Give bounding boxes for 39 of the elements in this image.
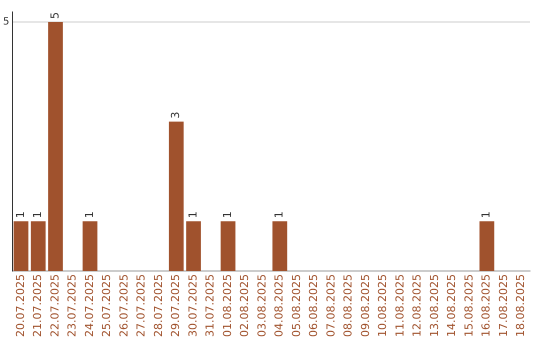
x-tick-label: 01.08.2025 [220, 274, 234, 338]
data-label: 1 [14, 211, 27, 218]
x-tick-label: 17.08.2025 [496, 274, 510, 338]
x-tick-label: 04.08.2025 [272, 274, 286, 338]
x-tick-label: 15.08.2025 [462, 274, 476, 338]
x-tick-label: 12.08.2025 [410, 274, 424, 338]
x-tick-label: 10.08.2025 [376, 274, 390, 338]
x-tick-label: 27.07.2025 [134, 274, 148, 338]
data-label: 3 [169, 112, 182, 119]
x-tick-label: 13.08.2025 [428, 274, 441, 338]
x-tick-label: 30.07.2025 [186, 274, 200, 338]
x-tick-label: 26.07.2025 [117, 274, 130, 338]
x-tick-label: 31.07.2025 [204, 274, 217, 338]
x-tick-label: 22.07.2025 [48, 274, 62, 338]
x-tick-label: 21.07.2025 [31, 274, 44, 338]
x-tick-label: 20.07.2025 [14, 274, 27, 338]
x-tick-label: 23.07.2025 [66, 274, 79, 338]
x-tick-label: 18.08.2025 [514, 274, 528, 338]
x-tick-label: 08.08.2025 [342, 274, 355, 338]
x-tick-label: 24.07.2025 [82, 274, 96, 338]
x-tick-label: 06.08.2025 [307, 274, 320, 338]
data-label: 1 [186, 211, 200, 218]
x-tick-label: 03.08.2025 [255, 274, 268, 338]
x-tick-label: 09.08.2025 [358, 274, 372, 338]
x-tick-label: 07.08.2025 [324, 274, 338, 338]
x-tick-label: 29.07.2025 [169, 274, 182, 338]
data-label: 1 [272, 211, 286, 218]
data-label: 1 [31, 211, 44, 218]
x-tick-label: 25.07.2025 [100, 274, 114, 338]
x-tick-label: 02.08.2025 [238, 274, 252, 338]
data-label: 1 [220, 211, 234, 218]
data-label: 5 [48, 12, 62, 19]
x-tick-label: 11.08.2025 [393, 274, 406, 338]
data-label: 1 [82, 211, 96, 218]
x-tick-label: 16.08.2025 [480, 274, 493, 338]
x-tick-label: 05.08.2025 [290, 274, 303, 338]
data-label: 1 [480, 211, 493, 218]
x-tick-label: 28.07.2025 [152, 274, 165, 338]
x-tick-label: 14.08.2025 [445, 274, 458, 338]
